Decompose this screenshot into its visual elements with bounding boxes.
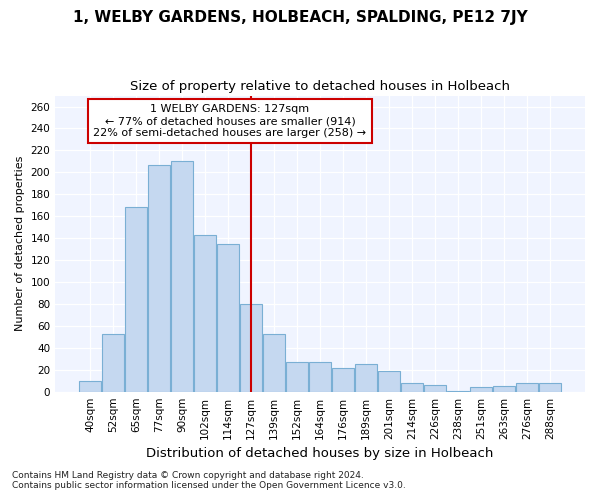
Bar [286,362,308,392]
Bar [355,364,377,392]
Bar [79,380,101,392]
Bar [424,385,446,392]
Bar [217,244,239,392]
Bar [102,334,124,392]
Bar [539,383,561,392]
Bar [493,386,515,392]
Text: 1 WELBY GARDENS: 127sqm
← 77% of detached houses are smaller (914)
22% of semi-d: 1 WELBY GARDENS: 127sqm ← 77% of detache… [94,104,367,138]
Y-axis label: Number of detached properties: Number of detached properties [15,156,25,332]
Bar [401,383,423,392]
Bar [194,235,216,392]
Bar [263,334,285,392]
Bar [240,304,262,392]
Bar [332,368,354,392]
Bar [378,371,400,392]
Bar [125,208,147,392]
Bar [470,388,492,392]
Bar [516,383,538,392]
Bar [148,164,170,392]
Title: Size of property relative to detached houses in Holbeach: Size of property relative to detached ho… [130,80,510,93]
X-axis label: Distribution of detached houses by size in Holbeach: Distribution of detached houses by size … [146,447,494,460]
Bar [447,390,469,392]
Text: 1, WELBY GARDENS, HOLBEACH, SPALDING, PE12 7JY: 1, WELBY GARDENS, HOLBEACH, SPALDING, PE… [73,10,527,25]
Bar [309,362,331,392]
Bar [171,162,193,392]
Text: Contains HM Land Registry data © Crown copyright and database right 2024.
Contai: Contains HM Land Registry data © Crown c… [12,470,406,490]
